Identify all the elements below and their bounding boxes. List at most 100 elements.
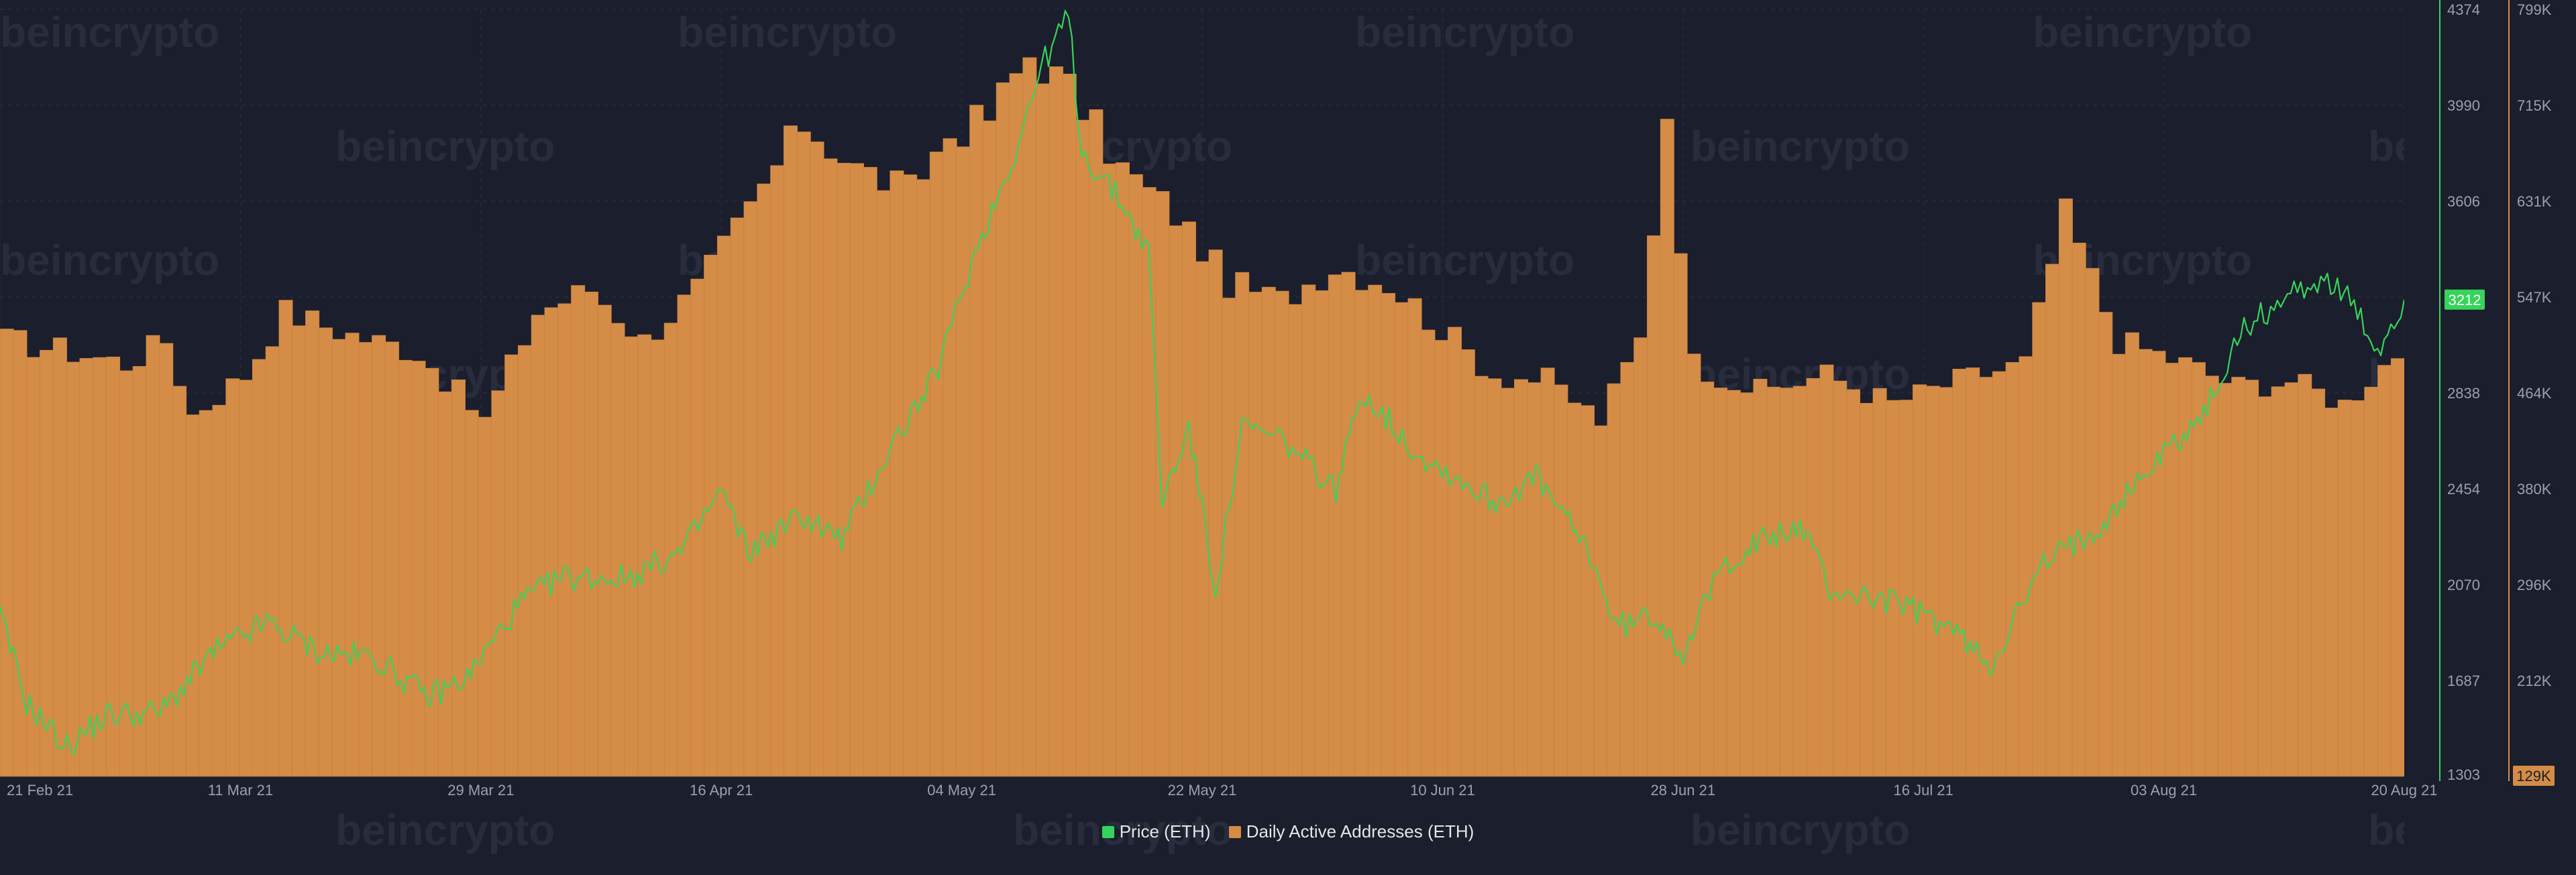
bar-daily-active-addresses <box>810 141 824 777</box>
bar-daily-active-addresses <box>1647 235 1662 777</box>
bar-daily-active-addresses <box>1421 329 1436 777</box>
watermark-text: beincrypto <box>2033 8 2252 56</box>
y-right-tick-label: 296K <box>2517 577 2552 593</box>
bar-daily-active-addresses <box>890 170 904 777</box>
legend-swatch-addresses <box>1228 825 1241 838</box>
bar-daily-active-addresses <box>411 361 426 777</box>
legend-item-price[interactable]: Price (ETH) <box>1102 821 1210 842</box>
bar-daily-active-addresses <box>1301 284 1316 777</box>
bar-daily-active-addresses <box>1208 249 1223 777</box>
bar-daily-active-addresses <box>2377 365 2392 777</box>
bar-daily-active-addresses <box>438 391 453 777</box>
bar-daily-active-addresses <box>2085 268 2100 777</box>
bar-daily-active-addresses <box>1913 384 1927 777</box>
watermark-text: beincrypto <box>1013 806 1232 854</box>
bar-daily-active-addresses <box>1368 284 1383 777</box>
bar-daily-active-addresses <box>172 386 187 777</box>
bar-daily-active-addresses <box>1939 387 1953 777</box>
bar-daily-active-addresses <box>119 370 133 777</box>
x-tick-label: 16 Jul 21 <box>1894 782 1953 799</box>
bar-daily-active-addresses <box>2231 377 2246 777</box>
bar-daily-active-addresses <box>757 183 771 777</box>
bar-daily-active-addresses <box>2324 408 2339 777</box>
bar-daily-active-addresses <box>1354 290 1369 777</box>
watermark-text: beincrypto <box>0 236 219 284</box>
bar-daily-active-addresses <box>610 323 625 777</box>
bar-daily-active-addresses <box>2271 386 2286 777</box>
bar-daily-active-addresses <box>1527 382 1542 777</box>
bar-daily-active-addresses <box>305 310 320 777</box>
bar-daily-active-addresses <box>1819 364 1834 777</box>
axis-layer: 4374 3990 3606 3212 2838 2454 2070 1687 1303 799K… <box>7 0 2576 872</box>
bar-daily-active-addresses <box>916 179 930 777</box>
bar-daily-active-addresses <box>2005 362 2020 777</box>
bar-daily-active-addresses <box>1952 368 1967 777</box>
bar-daily-active-addresses <box>1341 272 1356 777</box>
bar-daily-active-addresses <box>1261 286 1276 777</box>
bar-daily-active-addresses <box>1235 272 1250 777</box>
bar-daily-active-addresses <box>2218 383 2233 777</box>
bar-daily-active-addresses <box>2284 382 2299 777</box>
bar-daily-active-addresses <box>1448 327 1462 777</box>
price-line <box>0 10 2406 756</box>
bar-daily-active-addresses <box>1780 388 1794 777</box>
current-addresses-label: 129K <box>2516 768 2551 784</box>
bar-daily-active-addresses <box>1979 377 1994 777</box>
bar-daily-active-addresses <box>1872 388 1887 777</box>
bar-daily-active-addresses <box>464 410 479 777</box>
bar-daily-active-addresses <box>1673 253 1688 777</box>
bar-daily-active-addresses <box>1275 290 1289 777</box>
bar-daily-active-addresses <box>1381 293 1396 777</box>
bar-daily-active-addresses <box>1686 353 1701 777</box>
bar-daily-active-addresses <box>0 329 14 777</box>
y-left-tick-label: 4374 <box>2447 1 2480 18</box>
bar-daily-active-addresses <box>1833 380 1847 777</box>
bar-daily-active-addresses <box>2204 375 2219 777</box>
bar-daily-active-addresses <box>2151 351 2166 777</box>
bar-daily-active-addresses <box>2298 373 2312 777</box>
bar-daily-active-addresses <box>358 342 373 777</box>
bar-daily-active-addresses <box>1753 378 1768 777</box>
bar-daily-active-addresses <box>743 201 758 777</box>
bar-daily-active-addresses <box>106 356 121 777</box>
y-right-tick-label: 212K <box>2517 673 2552 689</box>
bar-daily-active-addresses <box>876 190 891 777</box>
bar-daily-active-addresses <box>770 165 785 777</box>
bar-daily-active-addresses <box>2364 386 2379 777</box>
x-tick-label: 22 May 21 <box>1168 782 1237 799</box>
bar-daily-active-addresses <box>730 217 745 777</box>
bar-daily-active-addresses <box>903 174 918 777</box>
bar-daily-active-addresses <box>1460 349 1475 777</box>
watermark-text: beincrypto <box>0 8 219 56</box>
bar-daily-active-addresses <box>637 334 652 777</box>
bar-daily-active-addresses <box>199 410 213 777</box>
legend: Price (ETH) Daily Active Addresses (ETH) <box>0 821 2576 843</box>
bar-daily-active-addresses <box>1607 383 1621 777</box>
bar-daily-active-addresses <box>624 336 639 777</box>
bar-daily-active-addresses <box>2138 349 2153 777</box>
bar-daily-active-addresses <box>2311 388 2326 777</box>
bar-daily-active-addresses <box>1089 109 1104 777</box>
y-left-tick-label: 2454 <box>2447 481 2480 498</box>
bar-daily-active-addresses <box>783 125 798 777</box>
bar-daily-active-addresses <box>2032 302 2047 777</box>
watermark-text: beincrypto <box>335 122 555 170</box>
y-left-tick-label: 2070 <box>2447 577 2480 593</box>
watermark-text: beincrypto <box>678 8 897 56</box>
y-left-tick-label: 1687 <box>2447 673 2480 689</box>
current-price-badge <box>2445 289 2485 310</box>
bar-daily-active-addresses <box>252 359 266 777</box>
bar-daily-active-addresses <box>2058 198 2073 777</box>
bar-daily-active-addresses <box>1049 66 1063 777</box>
current-addresses-badge <box>2513 766 2555 786</box>
bar-daily-active-addresses <box>491 390 506 777</box>
y-left-tick-label: 1303 <box>2447 766 2480 783</box>
bar-daily-active-addresses <box>132 366 147 777</box>
legend-item-addresses[interactable]: Daily Active Addresses (ETH) <box>1228 821 1474 842</box>
x-tick-label: 04 May 21 <box>927 782 996 799</box>
bar-daily-active-addresses <box>1288 304 1303 777</box>
watermark-text: beincrypto <box>335 806 555 854</box>
bar-daily-active-addresses <box>1407 298 1422 777</box>
bar-daily-active-addresses <box>2337 400 2352 777</box>
bar-daily-active-addresses <box>716 235 731 777</box>
